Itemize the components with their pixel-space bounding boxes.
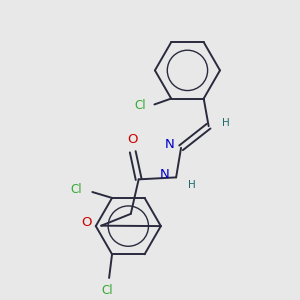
Text: N: N [160, 168, 169, 181]
Text: O: O [128, 134, 138, 146]
Text: Cl: Cl [101, 284, 113, 297]
Text: H: H [188, 180, 196, 190]
Text: H: H [222, 118, 230, 128]
Text: Cl: Cl [134, 99, 146, 112]
Text: Cl: Cl [70, 183, 82, 196]
Text: N: N [164, 138, 174, 152]
Text: O: O [81, 216, 92, 229]
